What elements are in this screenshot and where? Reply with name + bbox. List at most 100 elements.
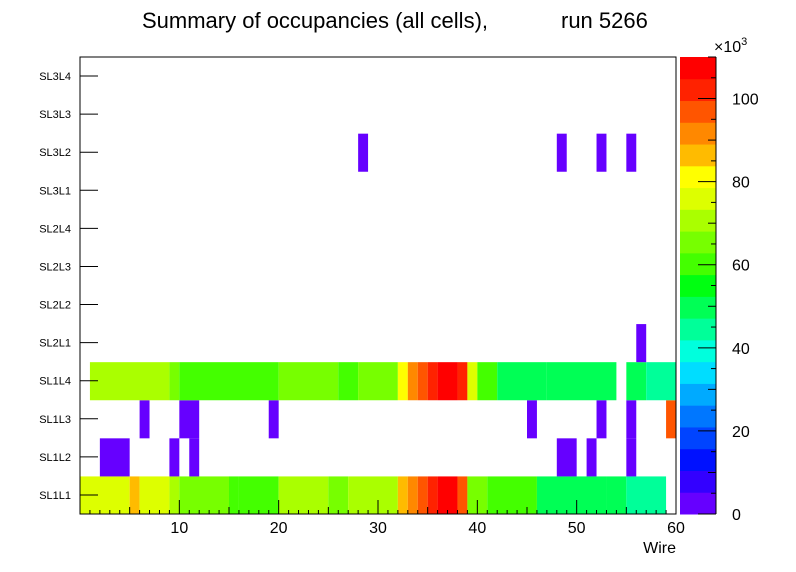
y-tick-label: SL1L3 — [39, 414, 71, 426]
heatmap-cell — [596, 133, 607, 172]
heatmap-cell — [437, 476, 458, 515]
heatmap-cell — [278, 476, 329, 515]
x-tick-label: 10 — [170, 520, 188, 537]
color-scale-swatch — [680, 209, 716, 232]
z-tick-label: 60 — [732, 258, 750, 275]
x-tick-label: 60 — [667, 520, 685, 537]
heatmap-cells — [80, 133, 676, 515]
color-scale-swatch — [680, 122, 716, 145]
multiplier-base: ×10 — [714, 39, 741, 56]
heatmap-cell — [437, 362, 458, 401]
x-tick-label: 50 — [568, 520, 586, 537]
y-tick-label: SL1L2 — [39, 452, 71, 464]
y-tick-label: SL2L2 — [39, 300, 71, 312]
color-scale-swatch — [680, 100, 716, 123]
y-tick-label: SL1L4 — [39, 376, 71, 388]
heatmap-cell — [626, 362, 647, 401]
y-tick-label: SL2L3 — [39, 261, 71, 273]
x-axis: 10 20 30 40 50 60 — [89, 500, 685, 537]
heatmap-cell — [179, 362, 279, 401]
heatmap-cell — [606, 476, 627, 515]
y-tick-label: SL3L1 — [39, 185, 71, 197]
heatmap-cell — [358, 133, 369, 172]
heatmap-cell — [397, 476, 408, 515]
heatmap-cell — [139, 476, 170, 515]
heatmap-cell — [139, 400, 150, 439]
color-scale-swatch — [680, 296, 716, 319]
heatmap-cell — [129, 476, 140, 515]
heatmap-cell — [497, 362, 547, 401]
heatmap-cell — [596, 400, 607, 439]
heatmap-cell — [417, 476, 428, 515]
heatmap-cell — [348, 476, 398, 515]
heatmap-cell — [626, 133, 637, 172]
heatmap-cell — [238, 476, 279, 515]
z-tick-label: 40 — [732, 341, 750, 358]
heatmap-cell — [536, 476, 607, 515]
z-tick-label: 0 — [732, 507, 741, 524]
y-tick-label: SL3L4 — [39, 71, 71, 83]
x-tick-label: 20 — [270, 520, 288, 537]
color-scale-swatch — [680, 339, 716, 363]
heatmap-cell — [457, 476, 468, 515]
color-scale-swatch — [680, 274, 716, 297]
y-axis: SL1L1 SL1L2 SL1L3 SL1L4 SL2L1 SL2L2 SL2L3 SL2L4… — [39, 71, 98, 502]
heatmap-cell — [358, 362, 398, 401]
y-tick-label: SL1L1 — [39, 490, 71, 502]
heatmap-cell — [626, 400, 637, 439]
heatmap-cell — [646, 362, 676, 401]
chart-title: Summary of occupancies (all cells), — [142, 8, 488, 33]
heatmap-cell — [397, 362, 408, 401]
heatmap-cell — [338, 362, 359, 401]
heatmap-cell — [556, 438, 577, 477]
x-tick-label: 30 — [369, 520, 387, 537]
color-scale-swatch — [680, 187, 716, 210]
heatmap-cell — [407, 362, 418, 401]
chart-run-label: run 5266 — [561, 8, 648, 33]
x-axis-label: Wire — [643, 540, 676, 557]
color-scale-swatch — [680, 57, 716, 80]
color-scale-swatch — [680, 318, 716, 341]
heatmap-cell — [407, 476, 418, 515]
color-scale-swatch — [680, 383, 716, 406]
heatmap-cell — [427, 362, 438, 401]
z-tick-label: 20 — [732, 424, 750, 441]
color-scale-swatch — [680, 448, 716, 471]
color-scale-swatch — [680, 426, 716, 450]
heatmap-cell — [328, 476, 349, 515]
z-tick-label: 100 — [732, 92, 759, 109]
y-tick-label: SL3L3 — [39, 109, 71, 121]
heatmap-cell — [467, 476, 488, 515]
heatmap-cell — [99, 438, 130, 477]
heatmap-cell — [89, 362, 170, 401]
color-scale-swatch — [680, 361, 716, 384]
color-scale-axis: 0 20 40 60 80 100 — [698, 56, 759, 524]
heatmap-cell — [477, 362, 498, 401]
y-tick-label: SL2L4 — [39, 223, 71, 235]
heatmap-cell — [268, 400, 279, 439]
z-tick-label: 80 — [732, 175, 750, 192]
heatmap-cell — [169, 438, 180, 477]
heatmap-cell — [179, 476, 229, 515]
heatmap-cell — [626, 476, 667, 515]
heatmap-cell — [169, 476, 180, 515]
color-scale-swatch — [680, 470, 716, 493]
heatmap-cell — [546, 362, 617, 401]
color-scale-swatch — [680, 252, 716, 276]
heatmap-cell — [586, 438, 597, 477]
heatmap-cell — [427, 476, 438, 515]
x-tick-label: 40 — [468, 520, 486, 537]
color-scale-swatch — [680, 78, 716, 102]
heatmap-cell — [278, 362, 339, 401]
color-scale-swatch — [680, 231, 716, 254]
heatmap-cell — [457, 362, 468, 401]
multiplier-exponent: 3 — [741, 36, 747, 48]
color-scale — [680, 57, 717, 515]
heatmap-cell — [467, 362, 478, 401]
heatmap-cell — [417, 362, 428, 401]
heatmap-cell — [556, 133, 567, 172]
y-tick-label: SL2L1 — [39, 338, 71, 350]
heatmap-cell — [626, 438, 637, 477]
heatmap-cell — [527, 400, 537, 439]
